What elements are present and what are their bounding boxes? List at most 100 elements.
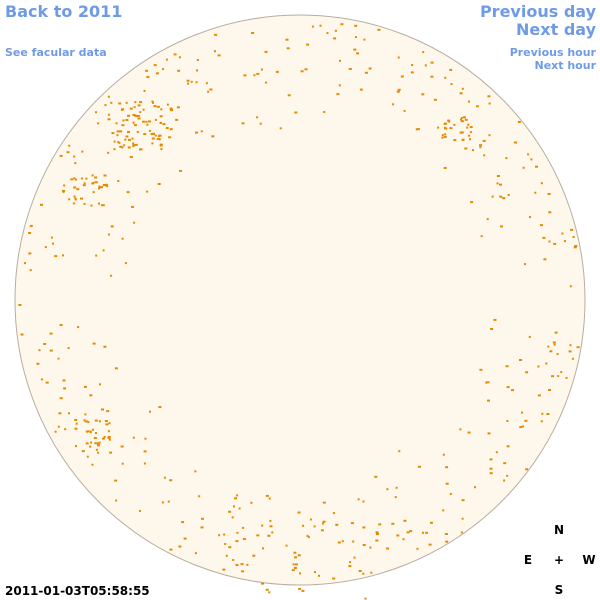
facula (502, 197, 506, 200)
facula (521, 411, 523, 414)
facula (400, 75, 404, 78)
facula (495, 451, 498, 454)
facula (450, 83, 453, 86)
facula (243, 74, 247, 77)
facula (173, 53, 177, 56)
facula (43, 343, 47, 345)
facula (110, 274, 113, 277)
facula (350, 522, 354, 525)
facula (209, 88, 213, 91)
back-year-link[interactable]: Back to 2011 (5, 2, 122, 21)
compass-north: N (554, 523, 564, 537)
facula (268, 591, 271, 594)
facula (94, 181, 98, 184)
facula (322, 520, 326, 523)
facula (101, 437, 105, 440)
facula (537, 394, 541, 397)
facula (500, 225, 503, 228)
facula (111, 132, 115, 135)
facula (154, 134, 157, 137)
facula (151, 137, 155, 140)
facula (286, 47, 290, 50)
facula (85, 442, 89, 445)
facular-link[interactable]: See facular data (5, 46, 107, 59)
compass-south: S (555, 583, 564, 597)
facula (341, 540, 344, 543)
faculae (18, 23, 580, 600)
facula (262, 547, 264, 550)
facula (74, 419, 78, 421)
compass-center: + (554, 553, 564, 567)
facula (109, 451, 113, 454)
facula (74, 178, 77, 181)
facula (256, 116, 259, 119)
facula (137, 104, 141, 107)
facula (506, 420, 509, 422)
facula (442, 453, 445, 456)
facula (104, 104, 107, 107)
previous-hour-link[interactable]: Previous hour (510, 46, 597, 59)
facula (29, 269, 32, 272)
facula (102, 249, 105, 252)
previous-day-link[interactable]: Previous day (480, 2, 597, 21)
facula (132, 142, 135, 145)
facula (68, 144, 71, 147)
facula (469, 138, 471, 141)
facula (514, 141, 517, 144)
facula (62, 190, 65, 193)
facula (107, 113, 110, 116)
facula (133, 106, 136, 109)
facula (205, 82, 208, 85)
facula (107, 118, 111, 121)
facula (211, 135, 215, 138)
facula (479, 144, 482, 147)
facula (460, 120, 464, 123)
facula (294, 111, 298, 114)
facula (409, 530, 413, 533)
facula (73, 186, 77, 189)
facula (132, 145, 135, 148)
facula (297, 511, 301, 514)
facula (66, 151, 70, 154)
facula (59, 324, 63, 326)
facula (151, 100, 154, 103)
facula (546, 413, 550, 415)
facula (236, 531, 239, 534)
facula (467, 123, 470, 126)
facula (391, 522, 395, 525)
facula (553, 242, 557, 245)
facula (20, 333, 24, 336)
facula (449, 68, 453, 71)
facula (146, 190, 149, 193)
facula (92, 428, 94, 431)
facula (98, 187, 100, 190)
facula (250, 501, 253, 504)
facula (80, 197, 83, 200)
facula (335, 523, 339, 526)
facula (571, 357, 574, 360)
facula (323, 111, 326, 113)
facula (340, 23, 344, 26)
facula (24, 262, 26, 265)
facula (165, 58, 168, 61)
facula (486, 381, 490, 384)
next-hour-link[interactable]: Next hour (535, 59, 597, 72)
facula (137, 117, 141, 120)
facula (169, 479, 173, 482)
facula (83, 419, 86, 422)
facula (63, 387, 67, 390)
facula (169, 548, 173, 551)
facula (106, 185, 109, 188)
facula (548, 211, 552, 214)
facula (505, 157, 508, 160)
facula (541, 412, 544, 415)
facula (181, 521, 185, 524)
facula (553, 343, 556, 346)
facula (214, 33, 218, 36)
facula (530, 158, 533, 161)
facula (242, 538, 246, 540)
next-day-link[interactable]: Next day (516, 20, 597, 39)
facula (519, 359, 522, 361)
facula (103, 435, 106, 438)
